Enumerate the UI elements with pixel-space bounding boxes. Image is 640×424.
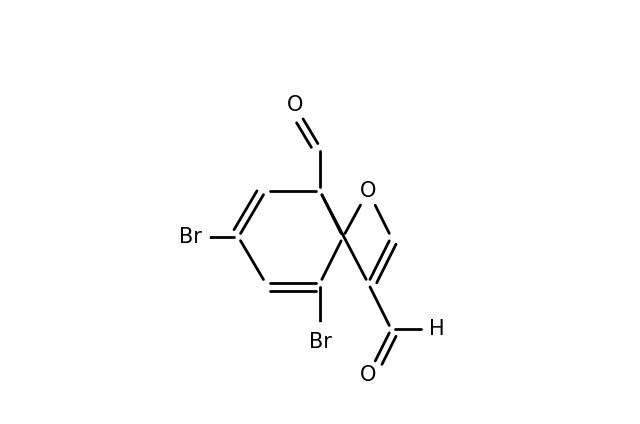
Circle shape	[356, 363, 381, 388]
Text: O: O	[360, 181, 376, 201]
Circle shape	[282, 93, 307, 118]
Circle shape	[356, 179, 381, 204]
Text: O: O	[360, 365, 376, 385]
Text: Br: Br	[179, 227, 202, 247]
Circle shape	[172, 218, 209, 256]
Circle shape	[424, 317, 450, 342]
Text: Br: Br	[308, 332, 332, 352]
Text: O: O	[287, 95, 303, 115]
Circle shape	[301, 323, 339, 360]
Text: H: H	[429, 319, 445, 339]
